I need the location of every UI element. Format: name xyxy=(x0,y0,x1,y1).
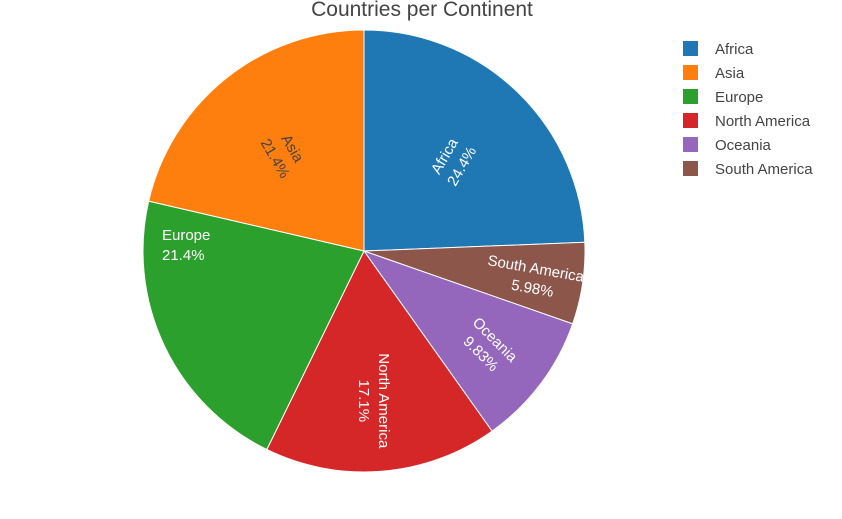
slice-label-name: North America xyxy=(375,353,392,449)
legend-swatch xyxy=(683,113,698,128)
legend: Africa Asia Europe North America Oceania Sout… xyxy=(683,41,813,178)
legend-swatch xyxy=(683,41,698,56)
legend-label: Asia xyxy=(715,65,745,82)
pie-slice-oceania[interactable] xyxy=(362,250,574,432)
pie-slice-asia[interactable] xyxy=(148,29,365,252)
legend-label: Europe xyxy=(715,89,763,106)
slice-label-percent: 17.1% xyxy=(355,380,372,423)
legend-label: North America xyxy=(715,113,811,130)
legend-label: Oceania xyxy=(715,137,772,154)
pie-slice-africa[interactable] xyxy=(363,29,586,252)
slice-label-europe: Europe 21.4% xyxy=(162,227,210,264)
slice-label-percent: 21.4% xyxy=(162,247,205,264)
legend-label: Africa xyxy=(715,41,754,58)
legend-item-north-america[interactable]: North America xyxy=(683,113,811,130)
pie-slices xyxy=(142,29,586,473)
legend-item-africa[interactable]: Africa xyxy=(683,41,754,58)
legend-item-south-america[interactable]: South America xyxy=(683,161,813,178)
legend-label: South America xyxy=(715,161,813,178)
pie-slice-north-america[interactable] xyxy=(266,250,493,473)
pie-slice-europe[interactable] xyxy=(142,200,365,451)
slice-label-name: Europe xyxy=(162,227,210,244)
legend-item-europe[interactable]: Europe xyxy=(683,89,763,106)
legend-item-asia[interactable]: Asia xyxy=(683,65,745,82)
legend-item-oceania[interactable]: Oceania xyxy=(683,137,772,154)
legend-swatch xyxy=(683,161,698,176)
legend-swatch xyxy=(683,89,698,104)
legend-swatch xyxy=(683,65,698,80)
chart-title: Countries per Continent xyxy=(311,0,533,21)
legend-swatch xyxy=(683,137,698,152)
